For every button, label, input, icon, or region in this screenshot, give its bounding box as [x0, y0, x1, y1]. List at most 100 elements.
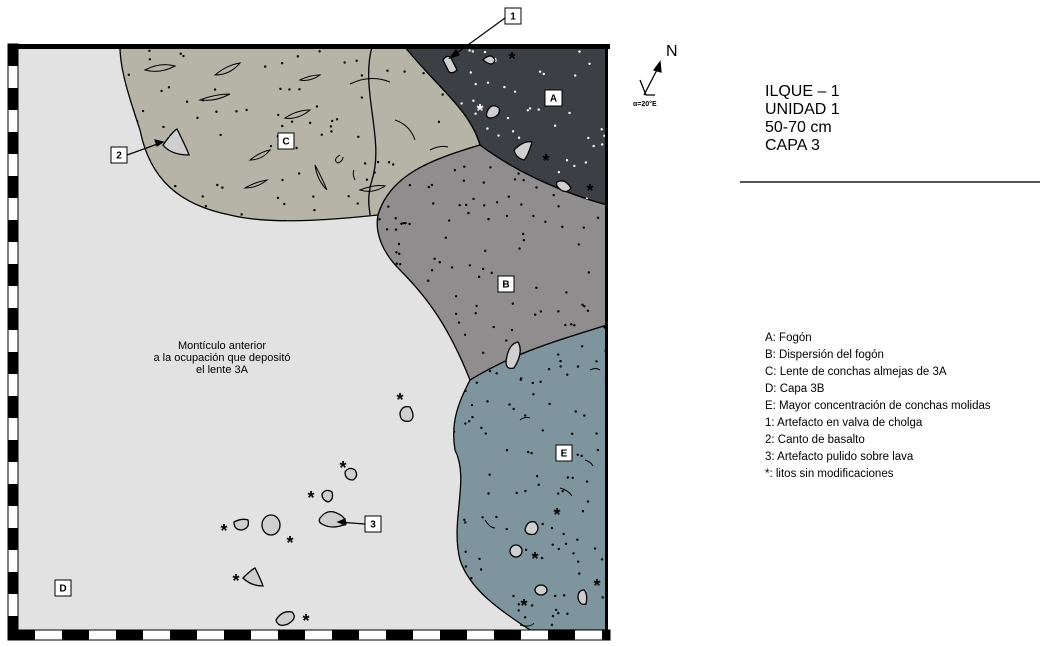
dot — [213, 88, 217, 91]
scale-seg — [440, 630, 467, 640]
scale-seg — [8, 220, 18, 242]
dot — [438, 261, 441, 264]
dot — [601, 596, 604, 599]
dot — [432, 202, 435, 205]
dot — [221, 186, 224, 189]
dot — [148, 49, 151, 52]
asterisk: * — [220, 521, 227, 541]
dot — [283, 202, 286, 206]
dot — [387, 205, 390, 208]
dot — [539, 310, 543, 313]
dot — [562, 532, 565, 536]
dot — [488, 473, 491, 476]
dot — [471, 415, 474, 419]
dot — [574, 410, 577, 413]
dot — [564, 542, 568, 545]
dot — [600, 558, 604, 561]
dot — [467, 420, 471, 423]
dot — [454, 295, 458, 298]
dot — [517, 136, 521, 139]
dot — [557, 310, 560, 313]
dot — [595, 432, 598, 435]
dot — [347, 195, 350, 198]
legend-item: B: Dispersión del fogón — [765, 349, 884, 361]
dot — [531, 381, 534, 385]
dot — [580, 345, 584, 348]
dot — [277, 113, 280, 117]
lens-boundary — [368, 46, 377, 216]
dot — [474, 112, 477, 115]
dot — [596, 448, 600, 452]
asterisk: * — [307, 488, 314, 508]
region-label: D — [59, 584, 66, 595]
dot — [479, 568, 483, 571]
dot — [320, 133, 323, 136]
title-line: UNIDAD 1 — [765, 101, 840, 118]
dot — [427, 185, 431, 189]
dot — [521, 232, 525, 236]
dot — [505, 339, 508, 342]
dot — [484, 432, 487, 435]
dot — [182, 54, 185, 58]
dot — [508, 403, 511, 406]
item-label: 3 — [370, 520, 376, 531]
legend-item: C: Lente de conchas almejas de 3A — [765, 366, 947, 378]
scale-seg — [548, 630, 575, 640]
dot — [475, 381, 479, 384]
asterisk: * — [586, 181, 593, 201]
dot — [465, 203, 468, 207]
dot — [550, 526, 554, 530]
item-label: 1 — [510, 12, 516, 23]
dot — [512, 594, 515, 598]
dot — [593, 547, 597, 550]
dot — [542, 72, 545, 76]
dot — [600, 128, 603, 131]
dot — [524, 548, 528, 551]
dot — [279, 87, 282, 91]
dot — [245, 108, 248, 112]
scale-seg — [602, 630, 610, 640]
dot — [572, 552, 575, 555]
dot — [179, 52, 182, 55]
title-line: CAPA 3 — [765, 137, 820, 154]
dot — [467, 211, 470, 215]
dot — [472, 197, 475, 201]
dot — [167, 86, 171, 89]
dot — [453, 430, 456, 433]
dot — [530, 604, 534, 607]
dot — [517, 609, 520, 612]
dot — [511, 130, 515, 133]
dot — [468, 49, 471, 52]
dot — [478, 557, 481, 561]
dot — [490, 271, 493, 275]
dot — [355, 59, 358, 62]
asterisk: * — [520, 596, 527, 616]
scale-seg — [62, 630, 89, 640]
dot — [584, 161, 588, 164]
dot — [583, 414, 586, 417]
scale-seg — [494, 630, 521, 640]
dot — [577, 560, 580, 563]
frame-right — [605, 44, 608, 634]
dot — [397, 242, 401, 246]
dot — [486, 400, 489, 403]
dot — [453, 168, 457, 172]
asterisk: * — [542, 151, 549, 171]
dot — [475, 304, 478, 308]
region-label: C — [282, 137, 289, 148]
dot — [557, 170, 561, 174]
dot — [444, 236, 448, 239]
dot — [577, 243, 581, 246]
dot — [281, 124, 284, 128]
dot — [312, 195, 315, 198]
dot — [360, 74, 364, 77]
legend-item: E: Mayor concentración de conchas molida… — [765, 400, 991, 412]
dot — [559, 359, 562, 363]
dot — [544, 220, 547, 223]
dot — [486, 81, 490, 84]
scale-seg — [8, 630, 35, 640]
dot — [505, 448, 509, 452]
legend-item: D: Capa 3B — [765, 383, 825, 395]
dot — [408, 183, 412, 187]
stones — [162, 55, 588, 626]
